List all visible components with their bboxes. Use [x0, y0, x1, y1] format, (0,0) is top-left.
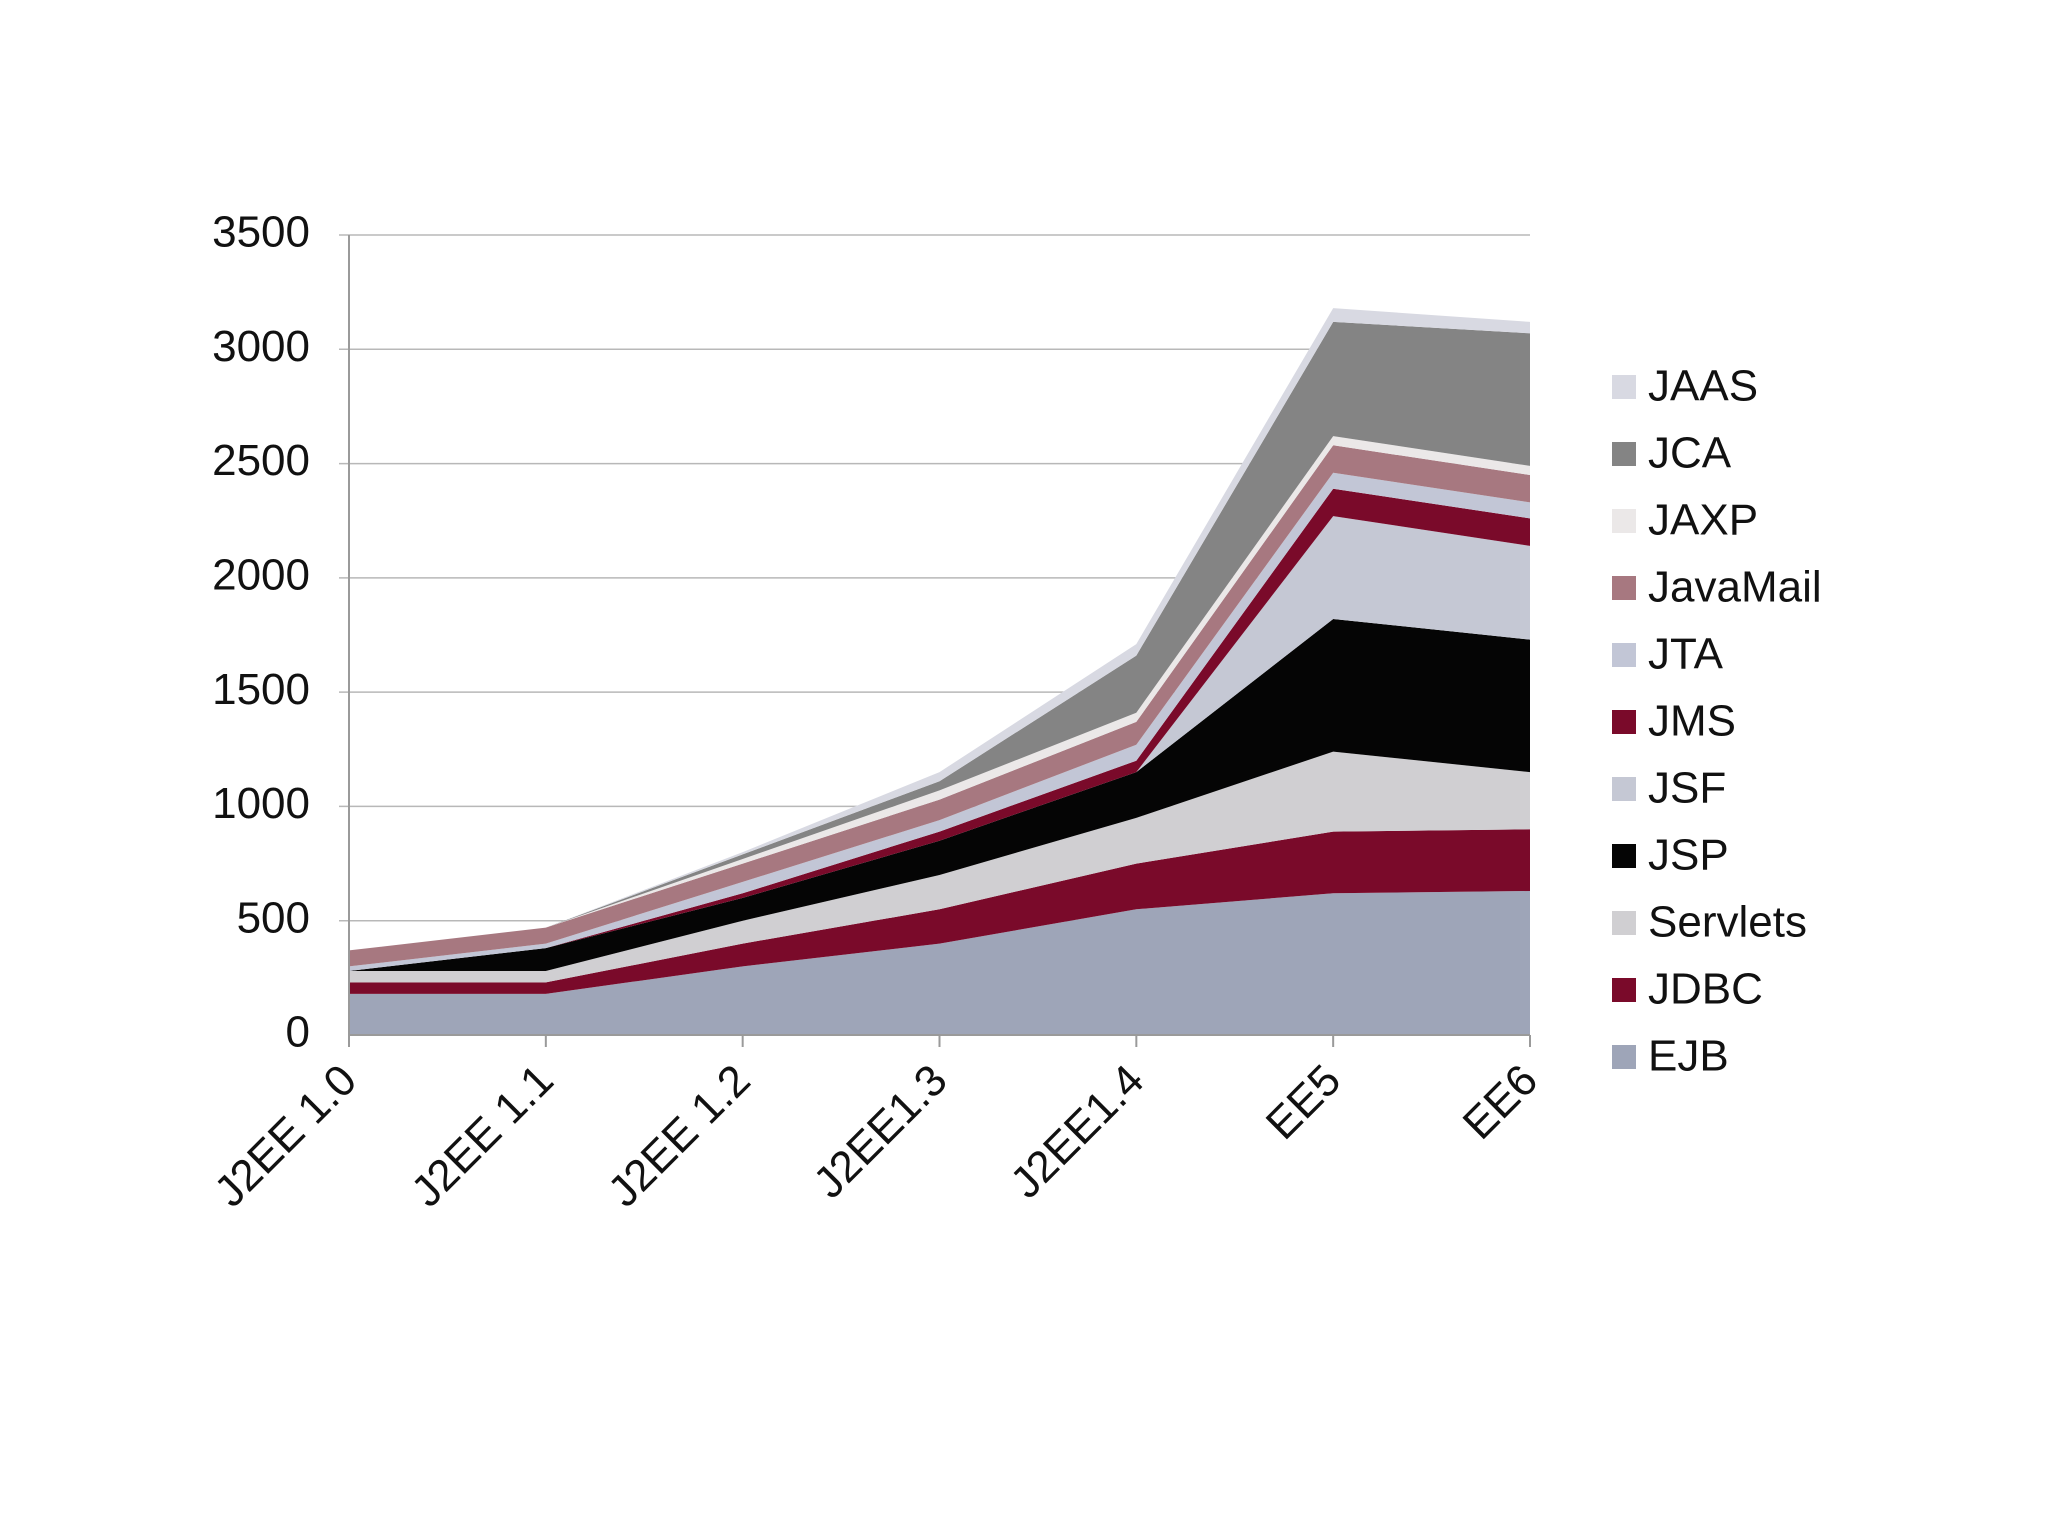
legend-swatch-jaas — [1612, 375, 1636, 399]
x-tick-label-j2ee1-4: J2EE1.4 — [1001, 1055, 1153, 1207]
legend-label-jaxp: JAXP — [1648, 496, 1758, 545]
legend-label-jsp: JSP — [1648, 831, 1729, 880]
gridlines — [339, 234, 1530, 922]
legend-swatch-jsf — [1612, 777, 1636, 801]
legend-item-jca: JCA — [1612, 429, 1732, 478]
x-axis-tick-labels: J2EE 1.0 J2EE 1.1 J2EE 1.2 J2EE1.3 J2EE1.4 EE… — [205, 1055, 1547, 1216]
legend-item-jaxp: JAXP — [1612, 496, 1758, 545]
legend-item-jsp: JSP — [1612, 831, 1729, 880]
x-tick-label-ee6: EE6 — [1454, 1055, 1547, 1148]
legend-swatch-jms — [1612, 710, 1636, 734]
y-tick-label-2500: 2500 — [212, 436, 310, 485]
legend-swatch-javamail — [1612, 576, 1636, 600]
legend-swatch-jaxp — [1612, 509, 1636, 533]
area-series-group — [349, 308, 1530, 1035]
y-tick-label-3000: 3000 — [212, 322, 310, 371]
legend-item-jdbc: JDBC — [1612, 965, 1763, 1014]
y-tick-label-1000: 1000 — [212, 779, 310, 828]
x-tick-label-ee5: EE5 — [1257, 1055, 1350, 1148]
legend-swatch-jsp — [1612, 844, 1636, 868]
area-jsp — [349, 619, 1530, 971]
y-tick-label-2000: 2000 — [212, 550, 310, 599]
legend-swatch-jdbc — [1612, 978, 1636, 1002]
legend: JAAS JCA JAXP JavaMail JTA JMS JSF JSP Servlets J… — [1612, 362, 1822, 1081]
legend-label-jca: JCA — [1648, 429, 1732, 478]
legend-label-jms: JMS — [1648, 697, 1736, 746]
legend-label-jdbc: JDBC — [1648, 965, 1763, 1014]
area-ejb — [349, 891, 1530, 1035]
axes — [348, 235, 1531, 1047]
legend-swatch-ejb — [1612, 1045, 1636, 1069]
area-servlets — [349, 751, 1530, 983]
legend-label-javamail: JavaMail — [1648, 563, 1822, 612]
x-tick-label-j2ee-1-2: J2EE 1.2 — [599, 1055, 760, 1216]
y-axis-tick-labels: 0 500 1000 1500 2000 2500 3000 3500 — [212, 208, 310, 1057]
area-jsf — [349, 516, 1530, 971]
legend-label-jsf: JSF — [1648, 764, 1726, 813]
legend-item-jaas: JAAS — [1612, 362, 1758, 411]
legend-swatch-jca — [1612, 442, 1636, 466]
x-tick-label-j2ee-1-0: J2EE 1.0 — [205, 1055, 366, 1216]
legend-label-jta: JTA — [1648, 630, 1724, 679]
y-tick-label-3500: 3500 — [212, 208, 310, 257]
area-jdbc — [349, 829, 1530, 994]
legend-swatch-jta — [1612, 643, 1636, 667]
legend-item-jsf: JSF — [1612, 764, 1726, 813]
legend-swatch-servlets — [1612, 911, 1636, 935]
legend-item-ejb: EJB — [1612, 1032, 1729, 1081]
x-tick-label-j2ee1-3: J2EE1.3 — [804, 1055, 956, 1207]
y-tick-label-0: 0 — [286, 1008, 310, 1057]
x-tick-label-j2ee-1-1: J2EE 1.1 — [402, 1055, 563, 1216]
legend-item-servlets: Servlets — [1612, 898, 1807, 947]
y-tick-label-1500: 1500 — [212, 665, 310, 714]
legend-label-servlets: Servlets — [1648, 898, 1807, 947]
legend-item-javamail: JavaMail — [1612, 563, 1822, 612]
legend-item-jms: JMS — [1612, 697, 1736, 746]
legend-label-jaas: JAAS — [1648, 362, 1758, 411]
area-jca — [349, 321, 1530, 951]
y-tick-label-500: 500 — [237, 893, 310, 942]
legend-item-jta: JTA — [1612, 630, 1724, 679]
legend-label-ejb: EJB — [1648, 1032, 1729, 1081]
